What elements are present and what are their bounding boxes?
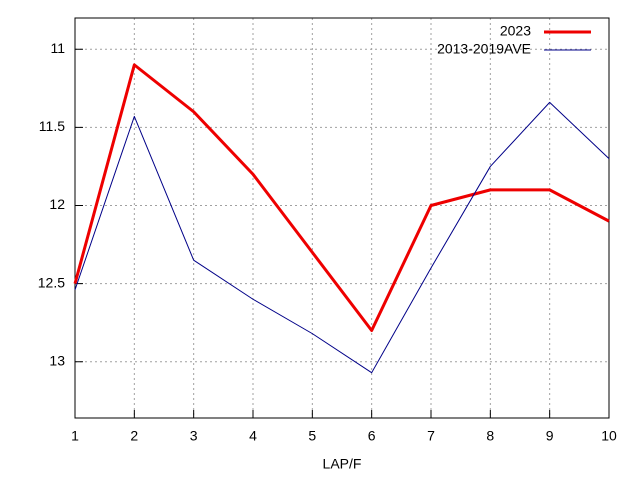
x-tick-label: 2 xyxy=(130,428,138,444)
x-tick-label: 10 xyxy=(601,428,617,444)
series-line xyxy=(74,101,610,374)
plot-frame xyxy=(74,17,610,419)
x-tick-label: 5 xyxy=(308,428,316,444)
legend-label: 2023 xyxy=(500,23,531,39)
legend-label: 2013-2019AVE xyxy=(437,41,531,57)
y-tick-label: 11 xyxy=(50,40,65,56)
series-line xyxy=(73,63,610,332)
x-tick-label: 3 xyxy=(190,428,198,444)
x-tick-label: 1 xyxy=(71,428,79,444)
x-tick-label: 7 xyxy=(427,428,435,444)
x-tick-label: 4 xyxy=(249,428,257,444)
y-tick-label: 11.5 xyxy=(39,118,65,134)
x-tick-label: 9 xyxy=(546,428,554,444)
y-tick-label: 13 xyxy=(49,352,65,368)
x-tick-label: 8 xyxy=(486,428,494,444)
y-tick-label: 12 xyxy=(49,196,65,212)
y-tick-label: 12.5 xyxy=(38,274,65,290)
x-tick-label: 6 xyxy=(368,428,376,444)
x-axis-label: LAP/F xyxy=(323,456,362,472)
